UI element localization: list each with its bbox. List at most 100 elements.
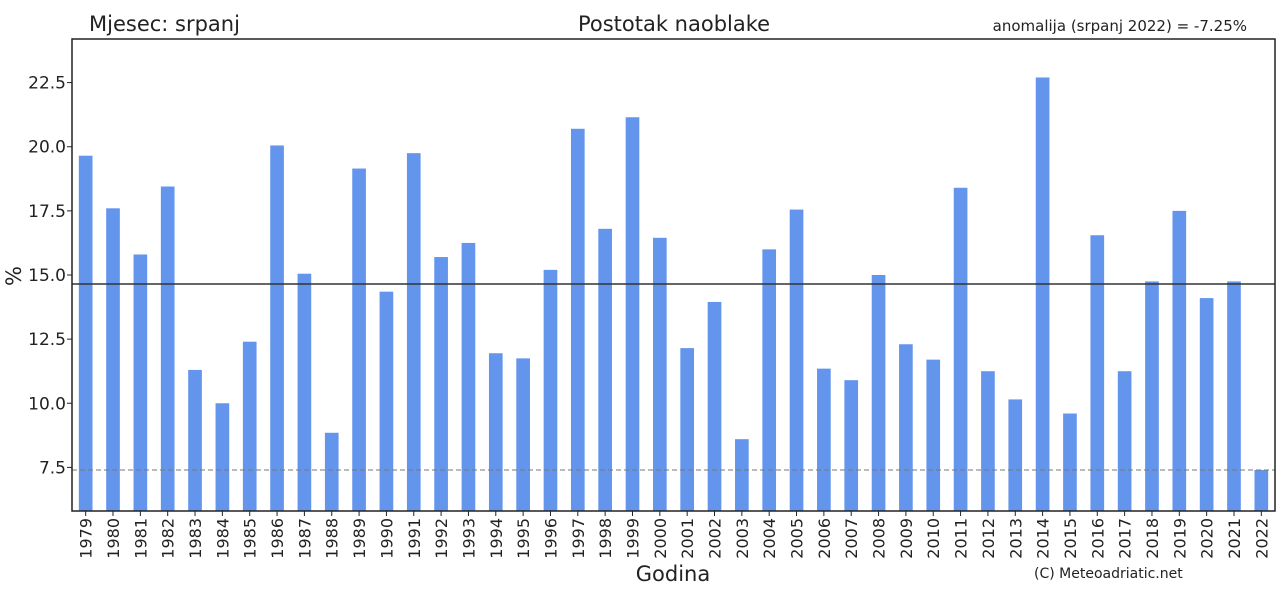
x-tick-label: 1992: [432, 518, 451, 559]
bar-1999: [625, 117, 640, 511]
bar-1981: [133, 254, 148, 511]
x-tick-label: 1982: [159, 518, 178, 559]
bar-2004: [762, 249, 777, 511]
y-tick-label: 15.0: [28, 266, 66, 286]
x-tick-label: 1986: [268, 518, 287, 559]
bar-2014: [1035, 77, 1050, 511]
x-tick-label: 1991: [405, 518, 424, 559]
x-tick-label: 1988: [323, 518, 342, 559]
bar-1982: [160, 186, 175, 511]
bars-layer: [78, 77, 1269, 512]
x-tick-label: 2010: [924, 518, 943, 559]
bar-2002: [707, 301, 722, 511]
month-label: Mjesec: srpanj: [89, 12, 240, 36]
bar-2022: [1254, 469, 1269, 511]
bar-2008: [871, 275, 886, 511]
bar-1985: [242, 341, 257, 511]
bar-1991: [406, 153, 421, 512]
x-tick-label: 2017: [1116, 518, 1135, 559]
x-tick-label: 2012: [979, 518, 998, 559]
bar-1986: [270, 145, 284, 511]
x-tick-label: 2000: [651, 518, 670, 559]
y-tick-label: 10.0: [28, 394, 66, 414]
bar-1989: [352, 168, 366, 512]
x-tick-label: 1990: [377, 518, 396, 559]
bar-1998: [598, 228, 612, 511]
x-tick-label: 2007: [842, 518, 861, 559]
bar-2000: [652, 237, 667, 511]
x-tick-label: 1998: [596, 518, 615, 559]
x-tick-label: 1980: [104, 518, 123, 559]
y-tick-label: 12.5: [28, 330, 66, 350]
x-tick-label: 2011: [952, 518, 971, 559]
bar-1996: [543, 269, 558, 511]
bar-2005: [789, 209, 804, 511]
x-tick-label: 1995: [514, 518, 533, 559]
bar-1993: [461, 242, 476, 511]
x-tick-label: 2003: [733, 518, 752, 559]
bar-2006: [817, 368, 831, 511]
bar-1990: [379, 291, 394, 511]
bar-2007: [844, 380, 859, 511]
y-tick-label: 17.5: [28, 202, 66, 222]
anomaly-text: anomalija (srpanj 2022) = -7.25%: [992, 17, 1247, 35]
y-axis-label: %: [2, 266, 26, 286]
x-tick-label: 2021: [1225, 518, 1244, 559]
x-tick-label: 1979: [77, 518, 96, 559]
y-tick-label: 22.5: [28, 74, 66, 94]
y-tick-label: 7.5: [39, 458, 66, 478]
x-tick-label: 2022: [1252, 518, 1271, 559]
x-tick-label: 1994: [487, 518, 506, 559]
x-tick-label: 1999: [623, 518, 642, 559]
chart-title: Postotak naoblake: [577, 12, 771, 36]
x-tick-label: 2006: [815, 518, 834, 559]
bar-2003: [735, 439, 749, 511]
x-tick-label: 2019: [1170, 518, 1189, 559]
bar-2015: [1063, 413, 1077, 511]
x-axis-label: Godina: [636, 562, 710, 586]
bar-2010: [926, 359, 941, 511]
bar-2017: [1117, 371, 1132, 511]
bar-2001: [680, 348, 695, 511]
x-tick-label: 2004: [760, 518, 779, 559]
bar-2016: [1090, 235, 1105, 511]
x-tick-label: 1985: [241, 518, 260, 559]
x-tick-label: 1996: [541, 518, 560, 559]
bar-1992: [434, 257, 448, 511]
x-tick-label: 1984: [213, 518, 232, 559]
bar-1995: [516, 358, 530, 511]
lines-layer: [72, 283, 1275, 471]
x-tick-label: 1993: [459, 518, 478, 559]
bar-2011: [953, 187, 968, 512]
y-tick-label: 20.0: [28, 138, 66, 158]
credit-text: (C) Meteoadriatic.net: [1034, 566, 1183, 582]
bar-1983: [188, 369, 202, 511]
x-tick-label: 2013: [1006, 518, 1025, 559]
bar-1994: [488, 353, 503, 511]
bar-2013: [1008, 399, 1023, 511]
x-tick-label: 2016: [1088, 518, 1107, 559]
x-tick-label: 1987: [295, 518, 314, 559]
bar-2021: [1227, 281, 1241, 511]
bar-1997: [570, 128, 585, 512]
bar-2018: [1145, 281, 1159, 511]
x-tick-label: 2020: [1198, 518, 1217, 559]
x-tick-label: 1989: [350, 518, 369, 559]
x-tick-label: 2009: [897, 518, 916, 559]
bar-1984: [215, 403, 230, 511]
x-tick-label: 2008: [870, 518, 889, 559]
x-axis: 1979 1980 1981 1982 1983 1984 1985 1986 1987 1988…: [77, 511, 1271, 559]
bar-2009: [899, 344, 913, 511]
bar-2012: [981, 371, 995, 511]
x-tick-label: 2014: [1034, 518, 1053, 559]
bar-1979: [78, 155, 93, 511]
y-axis: 7.5 10.0 12.5 15.0 17.5 20.0 22.5: [28, 74, 72, 478]
bar-1980: [106, 208, 120, 511]
x-tick-label: 1997: [569, 518, 588, 559]
bar-1988: [324, 432, 339, 511]
x-tick-label: 2015: [1061, 518, 1080, 559]
x-tick-label: 2018: [1143, 518, 1162, 559]
bar-2020: [1199, 298, 1214, 511]
bar-2019: [1172, 210, 1187, 511]
